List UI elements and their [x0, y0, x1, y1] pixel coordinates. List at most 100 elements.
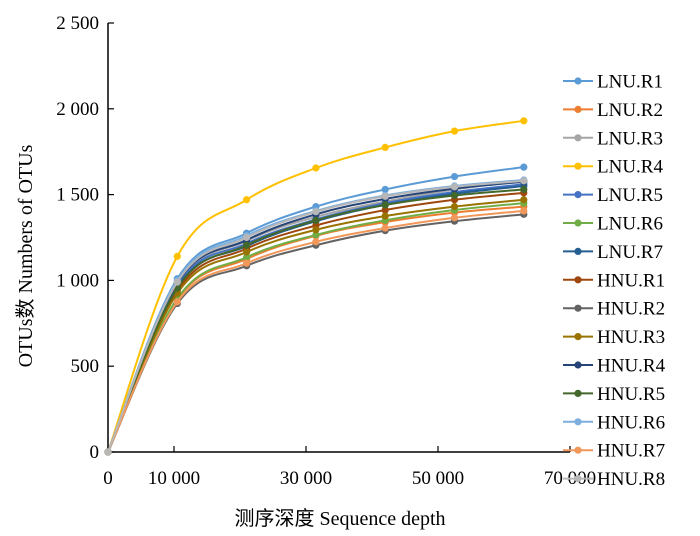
- legend-label: HNU.R3: [597, 327, 665, 348]
- data-point: [520, 117, 528, 125]
- data-point: [520, 196, 528, 204]
- legend-swatch-marker: [574, 389, 582, 397]
- x-tick-label: 0: [103, 468, 113, 489]
- data-point: [243, 196, 251, 204]
- series-lnu-r4: [104, 117, 528, 456]
- axes: [107, 23, 570, 453]
- legend-swatch-marker: [574, 191, 582, 199]
- data-point: [243, 241, 251, 249]
- legend-swatch-marker: [574, 134, 582, 142]
- y-tick-label: 1 000: [56, 270, 99, 291]
- legend-swatch-marker: [574, 247, 582, 255]
- series-hnu-r2: [104, 210, 528, 456]
- legend-item: LNU.R3: [563, 128, 663, 149]
- legend-item: HNU.R1: [563, 270, 665, 291]
- legend-swatch-marker: [574, 475, 582, 483]
- data-point: [450, 127, 459, 135]
- legend-item: HNU.R7: [563, 441, 665, 462]
- legend-item: LNU.R4: [563, 157, 663, 178]
- legend-swatch-marker: [574, 276, 582, 284]
- legend-item: HNU.R8: [563, 469, 665, 490]
- legend-swatch-marker: [574, 162, 582, 170]
- legend-label: HNU.R8: [597, 469, 665, 490]
- legend-swatch-marker: [574, 77, 582, 85]
- legend-label: LNU.R3: [597, 128, 663, 149]
- legend: LNU.R1 LNU.R2 LNU.R3 LNU.R4 LNU.R5 LNU.R6 LNU.…: [563, 72, 666, 490]
- data-point: [520, 185, 528, 194]
- data-point: [450, 214, 459, 222]
- data-point: [243, 253, 251, 261]
- legend-swatch-marker: [574, 304, 582, 312]
- legend-item: HNU.R5: [563, 384, 665, 405]
- data-point: [381, 143, 389, 152]
- data-point: [381, 212, 389, 220]
- legend-label: HNU.R1: [597, 270, 665, 291]
- series-hnu-r3: [104, 196, 528, 456]
- legend-label: LNU.R6: [597, 214, 663, 235]
- x-tick-label: 50 000: [412, 468, 464, 489]
- legend-item: LNU.R1: [563, 72, 663, 93]
- data-point: [312, 231, 320, 239]
- legend-label: LNU.R5: [597, 185, 663, 206]
- legend-label: HNU.R2: [597, 299, 665, 320]
- legend-item: LNU.R6: [563, 214, 663, 235]
- y-tick-label: 1 500: [56, 185, 99, 206]
- data-point: [312, 208, 320, 216]
- data-point: [173, 278, 181, 286]
- data-point: [381, 224, 389, 232]
- legend-swatch-marker: [574, 418, 582, 426]
- series-line: [107, 213, 524, 453]
- legend-item: HNU.R2: [563, 299, 665, 320]
- x-axis-title: 测序深度 Sequence depth: [234, 507, 445, 530]
- data-point: [243, 233, 251, 242]
- legend-label: HNU.R6: [597, 412, 665, 433]
- y-tick-label: 2 000: [56, 99, 99, 120]
- legend-item: LNU.R7: [563, 242, 663, 263]
- data-point: [520, 163, 528, 171]
- legend-label: LNU.R7: [597, 242, 663, 263]
- x-ticks: 0 10 000 30 000 50 000 70 000: [103, 446, 596, 489]
- data-point: [450, 172, 459, 181]
- legend-swatch-marker: [574, 333, 582, 341]
- data-point: [381, 185, 389, 194]
- series-hnu-r8: [104, 177, 528, 456]
- legend-swatch-marker: [574, 361, 582, 369]
- y-tick-label: 500: [71, 356, 100, 377]
- data-point: [312, 216, 320, 224]
- x-tick-label: 10 000: [148, 468, 200, 489]
- data-point: [450, 191, 459, 200]
- legend-item: HNU.R6: [563, 412, 665, 433]
- data-point: [173, 252, 181, 260]
- legend-label: HNU.R7: [597, 441, 665, 462]
- data-point: [381, 192, 389, 200]
- data-point: [381, 201, 389, 209]
- legend-item: HNU.R4: [563, 356, 666, 377]
- data-point: [381, 206, 389, 214]
- legend-label: LNU.R2: [597, 100, 663, 121]
- legend-item: LNU.R2: [563, 100, 663, 121]
- data-point: [243, 248, 251, 256]
- legend-swatch-marker: [574, 105, 582, 113]
- legend-label: HNU.R5: [597, 384, 665, 405]
- data-point: [450, 183, 459, 191]
- data-point: [312, 238, 320, 246]
- y-tick-label: 2 500: [56, 13, 99, 34]
- data-point: [312, 226, 320, 234]
- data-point: [312, 164, 320, 172]
- data-point: [450, 203, 459, 211]
- y-tick-label: 0: [90, 442, 100, 463]
- legend-swatch-marker: [574, 219, 582, 227]
- series-layer: [104, 117, 528, 456]
- legend-item: LNU.R5: [563, 185, 663, 206]
- legend-swatch-marker: [574, 446, 582, 454]
- series-hnu-r7: [104, 207, 528, 456]
- data-point: [243, 259, 251, 267]
- series-lnu-r6: [104, 199, 528, 456]
- data-point: [520, 207, 528, 215]
- data-point: [520, 177, 528, 185]
- x-tick-label: 30 000: [280, 468, 332, 489]
- legend-label: HNU.R4: [597, 356, 666, 377]
- legend-item: HNU.R3: [563, 327, 665, 348]
- data-point: [173, 298, 181, 306]
